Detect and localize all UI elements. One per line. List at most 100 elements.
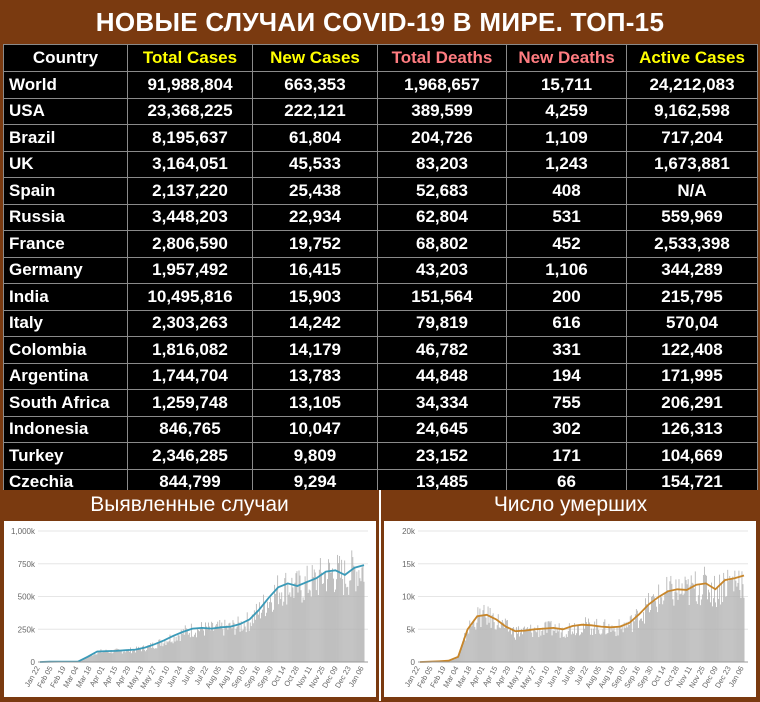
bar	[317, 576, 318, 662]
bar	[583, 623, 584, 662]
bar	[162, 646, 163, 662]
value-cell: 24,645	[378, 416, 507, 443]
value-cell: 14,179	[253, 337, 378, 364]
bar	[534, 627, 535, 662]
value-cell: 122,408	[627, 337, 758, 364]
bar	[495, 629, 496, 662]
bar	[509, 630, 510, 662]
bar	[618, 635, 619, 662]
bar	[646, 604, 647, 662]
bar	[466, 634, 467, 662]
bar	[544, 635, 545, 662]
bar	[542, 628, 543, 662]
bar	[358, 586, 359, 662]
bar	[363, 565, 364, 662]
bar	[578, 626, 579, 662]
bar	[271, 602, 272, 662]
value-cell: 559,969	[627, 204, 758, 231]
bar	[510, 628, 511, 662]
bar	[181, 630, 182, 662]
bar	[619, 619, 620, 662]
bar	[549, 621, 550, 662]
bar	[241, 621, 242, 662]
bar	[137, 650, 138, 662]
bar	[514, 638, 515, 662]
bar	[273, 610, 274, 662]
bar	[708, 590, 709, 662]
bar	[702, 594, 703, 662]
bar	[727, 570, 728, 662]
value-cell: 52,683	[378, 178, 507, 205]
bar	[215, 626, 216, 662]
bar	[140, 649, 141, 662]
bar	[561, 632, 562, 662]
bar	[144, 650, 145, 662]
cases-chart-title: Выявленные случаи	[0, 490, 379, 520]
value-cell: 22,934	[253, 204, 378, 231]
bar	[336, 579, 337, 662]
bar	[293, 587, 294, 662]
value-cell: 1,259,748	[128, 390, 253, 417]
bar	[726, 596, 727, 662]
bar	[182, 634, 183, 662]
bar	[139, 648, 140, 662]
bar	[669, 581, 670, 662]
bar	[474, 627, 475, 662]
bar	[322, 584, 323, 662]
bar	[102, 653, 103, 662]
bar	[223, 636, 224, 662]
bar	[190, 637, 191, 662]
bar	[207, 629, 208, 662]
bar	[589, 622, 590, 662]
bar	[527, 627, 528, 662]
bar	[667, 590, 668, 662]
bar	[230, 623, 231, 662]
value-cell: 200	[507, 284, 627, 311]
bar	[590, 635, 591, 662]
bar	[738, 583, 739, 662]
bar	[616, 636, 617, 662]
bar	[300, 576, 301, 662]
bar	[564, 637, 565, 662]
bar	[614, 626, 615, 662]
bar	[577, 626, 578, 662]
bar	[484, 605, 485, 662]
bar	[552, 635, 553, 662]
bar	[227, 630, 228, 662]
value-cell: 44,848	[378, 363, 507, 390]
bar	[713, 598, 714, 662]
value-cell: 13,105	[253, 390, 378, 417]
bar	[698, 595, 699, 662]
bar	[649, 612, 650, 662]
bar	[491, 628, 492, 662]
bar	[282, 606, 283, 662]
bar	[719, 575, 720, 662]
value-cell: 1,673,881	[627, 151, 758, 178]
bar	[568, 631, 569, 662]
bar	[600, 635, 601, 662]
bar	[582, 633, 583, 662]
bar	[202, 629, 203, 662]
bar	[319, 570, 320, 662]
bar	[314, 569, 315, 662]
bar	[627, 627, 628, 662]
country-cell: Italy	[4, 310, 128, 337]
bar	[171, 642, 172, 662]
y-tick-label: 15k	[402, 560, 416, 569]
bar	[504, 628, 505, 662]
value-cell: 755	[507, 390, 627, 417]
country-cell: Germany	[4, 257, 128, 284]
bar	[269, 602, 270, 662]
bar	[472, 621, 473, 662]
bar	[331, 572, 332, 662]
bar	[503, 623, 504, 662]
bar	[513, 627, 514, 662]
bar	[168, 642, 169, 662]
bar	[613, 630, 614, 662]
bar	[245, 627, 246, 662]
bar	[701, 599, 702, 662]
value-cell: 2,533,398	[627, 231, 758, 258]
bar	[677, 593, 678, 662]
